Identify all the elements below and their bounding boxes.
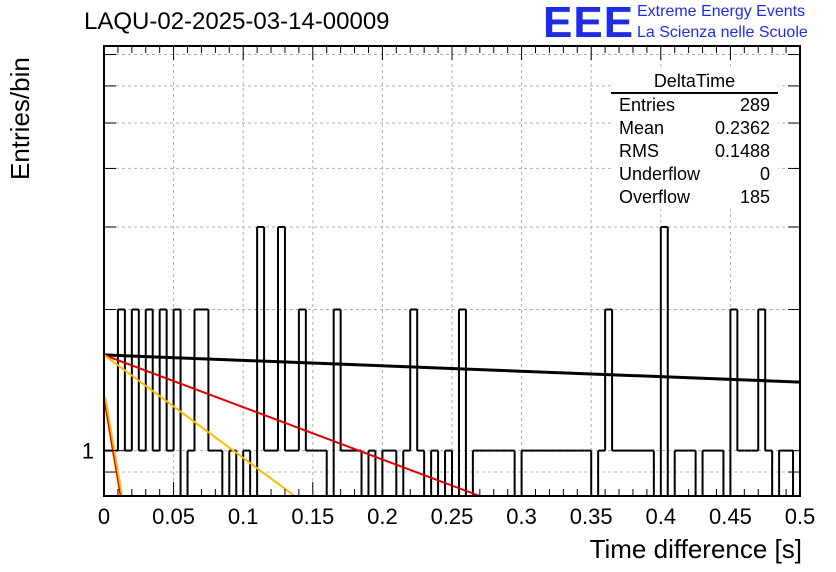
x-tick-label: 0.05: [152, 504, 195, 529]
x-axis-label: Time difference [s]: [589, 534, 802, 564]
stats-value: 0.2362: [714, 118, 770, 138]
x-tick-label: 0.15: [291, 504, 334, 529]
x-tick-label: 0.1: [228, 504, 259, 529]
fit-line: [104, 397, 124, 497]
logo-line-2: La Scienza nelle Scuole: [637, 24, 808, 41]
fit-line: [103, 353, 801, 384]
stats-label: Entries: [619, 95, 676, 115]
fit-line: [103, 353, 481, 497]
x-tick-label: 0.2: [367, 504, 398, 529]
stats-row-entries: Entries 289: [611, 94, 778, 117]
x-tick-label: 0.25: [431, 504, 474, 529]
stats-title: DeltaTime: [611, 70, 778, 94]
stats-label: RMS: [619, 141, 659, 161]
run-title: LAQU-02-2025-03-14-00009: [84, 8, 390, 35]
stats-label: Mean: [619, 118, 665, 138]
stats-row-underflow: Underflow 0: [611, 163, 778, 186]
stats-value: 185: [739, 187, 770, 207]
x-tick-label: 0: [98, 504, 110, 529]
fit-lines: [103, 353, 801, 497]
fit-line: [103, 397, 122, 497]
x-tick-label: 0.45: [709, 504, 752, 529]
stats-value: 0: [759, 164, 770, 184]
stats-value: 0.1488: [714, 141, 770, 161]
stats-value: 289: [739, 95, 770, 115]
tick-labels: 0 0.05 0.1 0.15 0.2 0.25 0.3 0.35 0.4 0.45 0.5 1: [82, 439, 816, 529]
y-axis-label: Entries/bin: [5, 57, 35, 180]
stats-box: DeltaTime Entries 289 Mean 0.2362 RMS 0.148…: [611, 70, 778, 209]
eee-logo: EEE: [543, 0, 635, 47]
stats-row-rms: RMS 0.1488: [611, 140, 778, 163]
axis-ticks: [103, 46, 801, 496]
stats-row-mean: Mean 0.2362: [611, 117, 778, 140]
x-tick-label: 0.3: [506, 504, 537, 529]
x-tick-label: 0.35: [570, 504, 613, 529]
stats-label: Overflow: [619, 187, 691, 207]
y-tick-label: 1: [82, 439, 94, 464]
x-tick-label: 0.4: [646, 504, 677, 529]
fit-line: [103, 354, 296, 497]
logo-line-1: Extreme Energy Events: [637, 3, 806, 20]
histogram-bars: [104, 225, 800, 497]
stats-label: Underflow: [619, 164, 701, 184]
stats-row-overflow: Overflow 185: [611, 186, 778, 209]
x-tick-label: 0.5: [785, 504, 816, 529]
